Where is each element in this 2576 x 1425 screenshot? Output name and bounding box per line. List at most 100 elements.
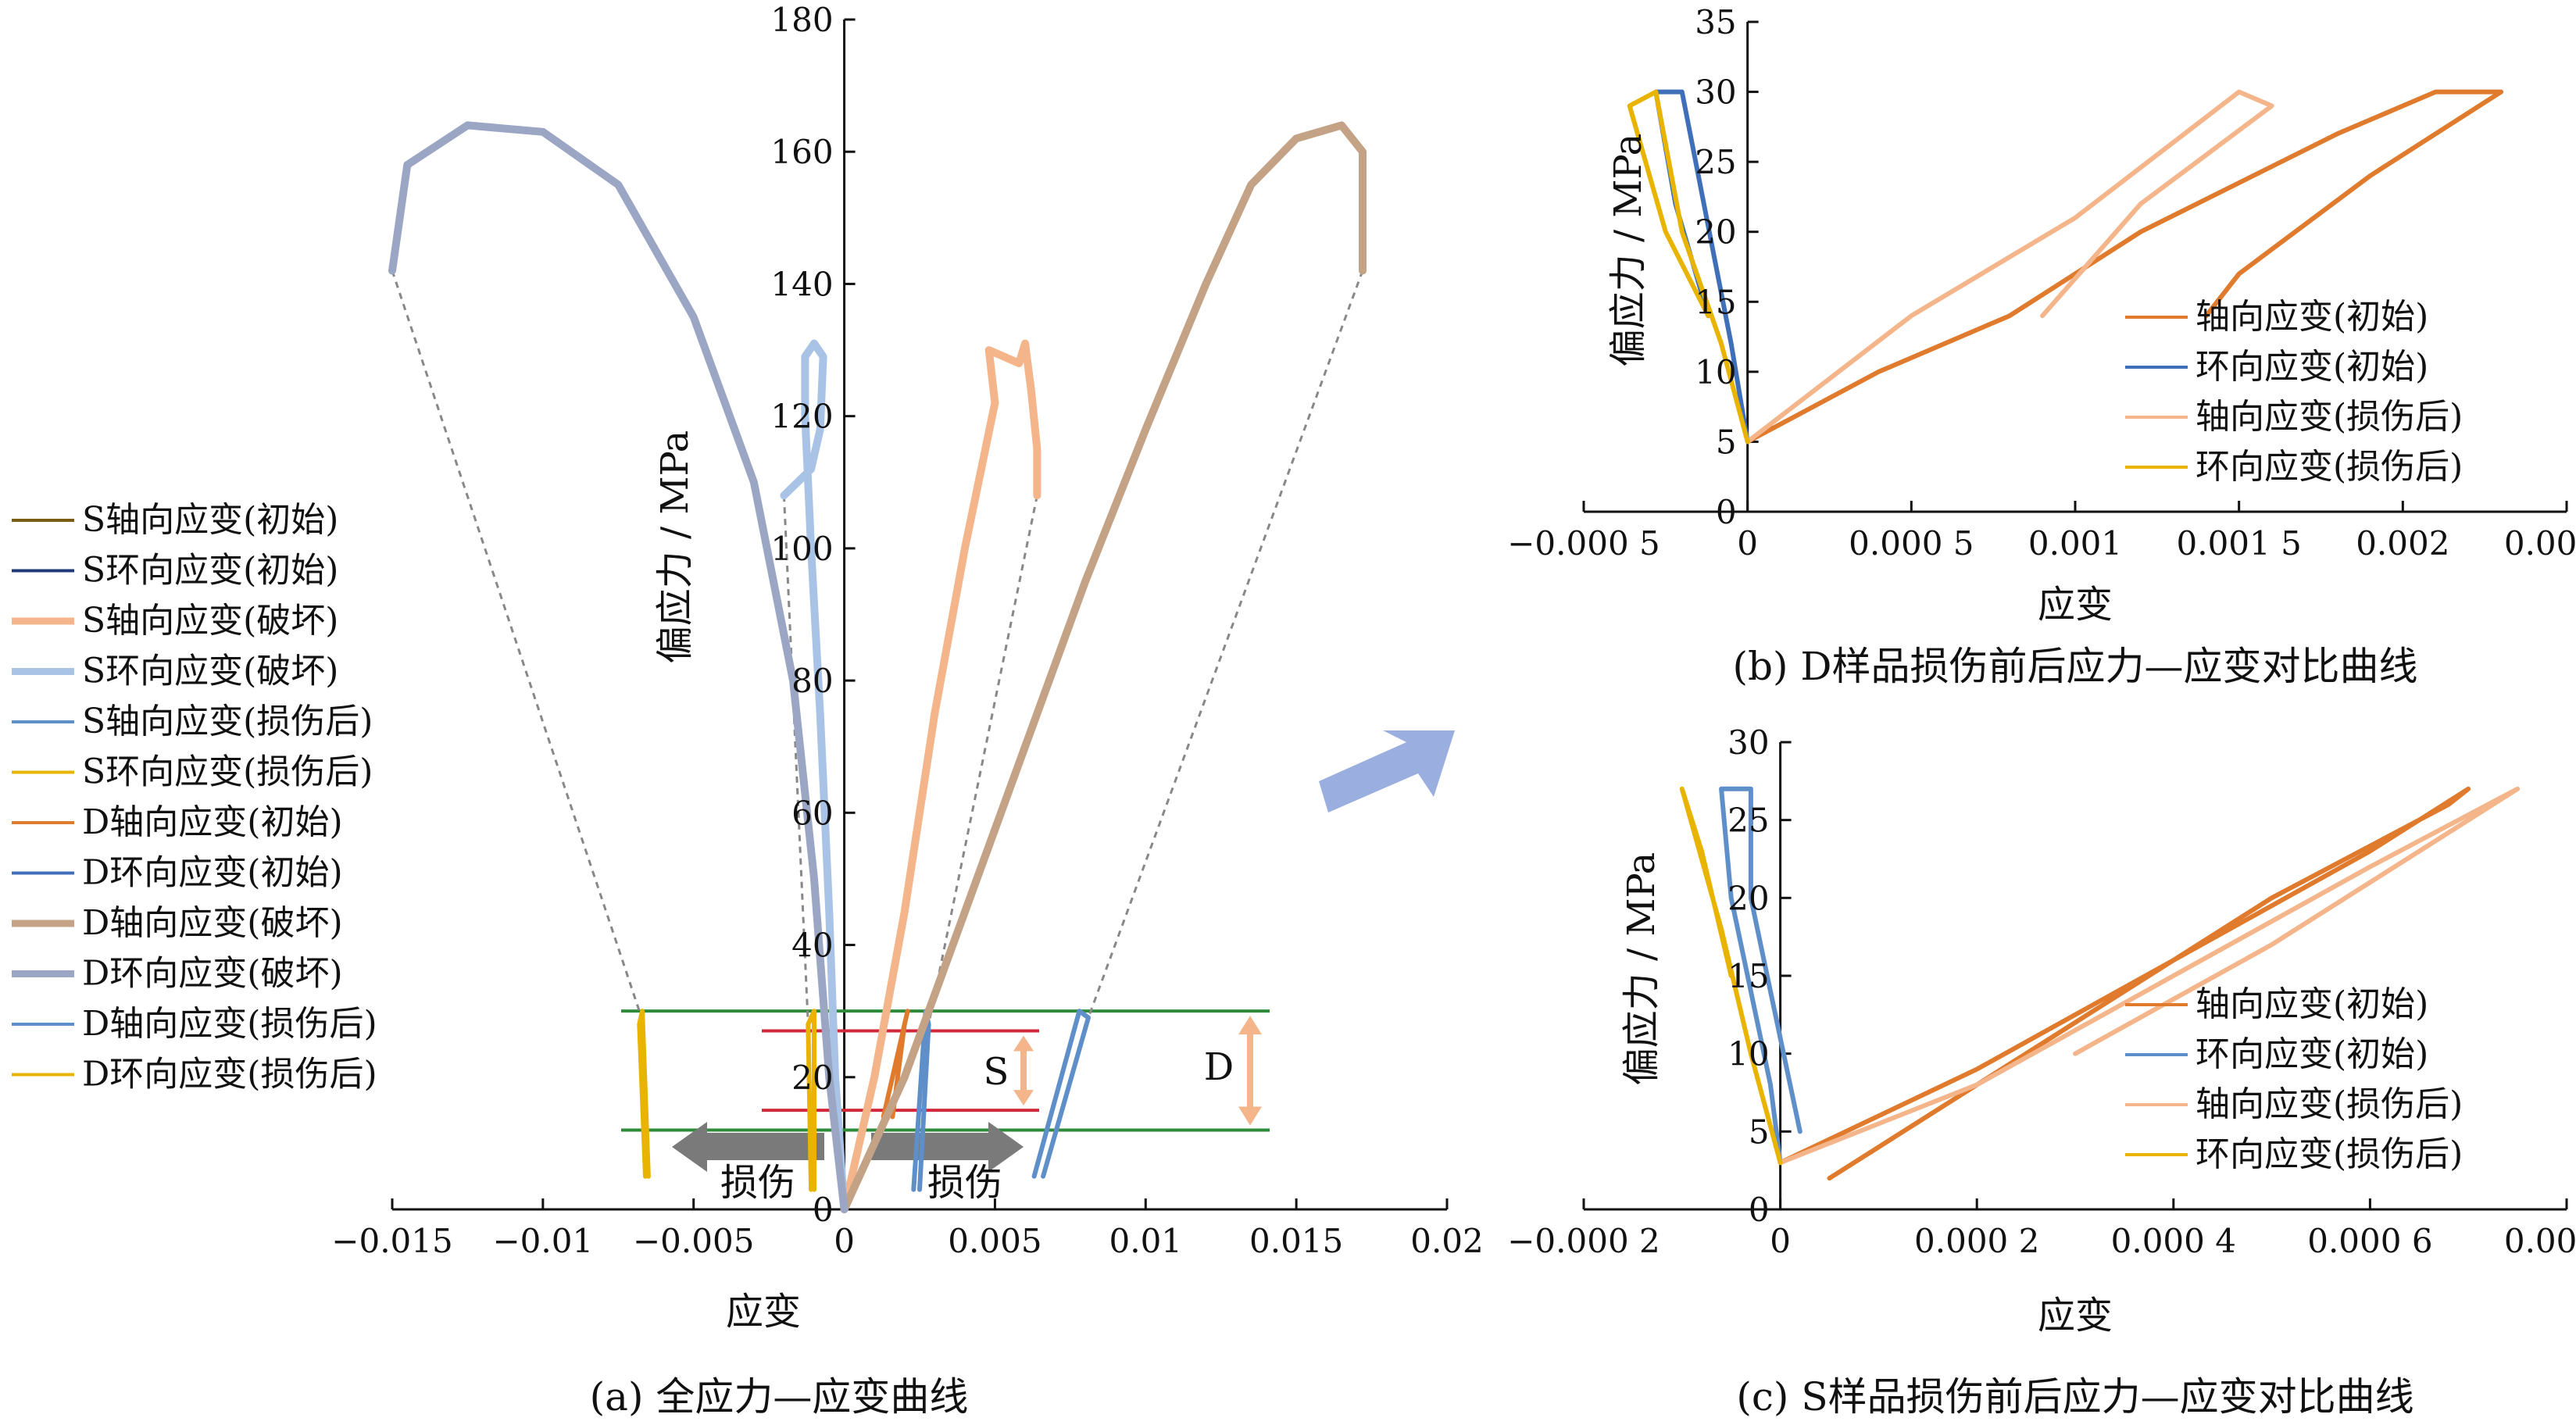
y-tick-label: 5 — [1716, 423, 1737, 461]
series-line — [1627, 89, 1750, 445]
x-axis-label: 应变 — [726, 1290, 801, 1334]
series-line — [637, 1009, 651, 1179]
series-line — [1745, 89, 2504, 445]
legend-label: 轴向应变(损伤后) — [2195, 1084, 2463, 1124]
y-tick-label: 40 — [791, 927, 833, 965]
x-tick-label: −0.005 — [633, 1222, 754, 1260]
y-tick-label: 25 — [1727, 802, 1769, 840]
legend-label: 环向应变(初始) — [2195, 347, 2428, 387]
series-line — [1719, 786, 1802, 1166]
y-tick-label: 30 — [1727, 723, 1769, 762]
series-line — [1031, 1009, 1091, 1179]
band-D-label: D — [1204, 1045, 1234, 1089]
legend-label: D轴向应变(损伤后) — [82, 1004, 377, 1044]
y-tick-label: 10 — [1727, 1035, 1769, 1073]
x-tick-label: 0.000 5 — [1849, 524, 1974, 562]
band-S-label: S — [984, 1050, 1009, 1094]
y-tick-label: 20 — [1727, 879, 1769, 917]
legend-label: 环向应变(初始) — [2195, 1034, 2428, 1074]
y-tick-label: 35 — [1695, 3, 1736, 41]
y-axis-label: 偏应力 / MPa — [1606, 134, 1650, 367]
x-tick-label: −0.000 2 — [1507, 1222, 1660, 1260]
series-line — [881, 1009, 910, 1120]
y-axis-label: 偏应力 / MPa — [653, 430, 697, 664]
series-line — [1679, 786, 1783, 1166]
series-line — [1745, 89, 2274, 445]
chart-panel-0 — [12, 18, 1449, 1213]
guide-dashed-line — [391, 270, 641, 1012]
legend-label: 环向应变(损伤后) — [2195, 447, 2463, 487]
legend-label: D环向应变(破坏) — [82, 954, 343, 994]
x-tick-label: 0.000 4 — [2111, 1222, 2236, 1260]
legend-label: D环向应变(损伤后) — [82, 1055, 377, 1095]
damage-left-label: 损伤 — [720, 1161, 795, 1205]
y-tick-label: 20 — [791, 1059, 833, 1097]
x-axis-label: 应变 — [2038, 1294, 2113, 1338]
x-tick-label: 0.01 — [1109, 1222, 1183, 1260]
x-tick-label: 0.02 — [1410, 1222, 1484, 1260]
y-tick-label: 160 — [770, 133, 833, 171]
x-tick-label: 0.005 — [948, 1222, 1041, 1260]
series-line — [780, 339, 849, 1213]
chart-caption: (a) 全应力—应变曲线 — [590, 1374, 969, 1420]
y-tick-label: 0 — [1749, 1191, 1770, 1229]
x-tick-label: 0.000 2 — [1914, 1222, 2039, 1260]
panel-link-arrow — [1319, 730, 1455, 812]
x-tick-label: 0 — [834, 1222, 855, 1260]
guide-dashed-line — [1087, 270, 1364, 1019]
legend-label: S轴向应变(破坏) — [82, 601, 338, 641]
y-tick-label: 15 — [1727, 957, 1769, 995]
damage-left-arrow — [672, 1122, 824, 1172]
y-tick-label: 60 — [791, 794, 833, 832]
legend-label: 轴向应变(初始) — [2195, 297, 2428, 337]
legend-label: D环向应变(初始) — [82, 853, 343, 893]
chart-caption: (c) S样品损伤前后应力—应变对比曲线 — [1736, 1374, 2413, 1420]
y-tick-label: 30 — [1695, 73, 1736, 112]
legend-label: D轴向应变(破坏) — [82, 903, 343, 943]
x-tick-label: 0.000 8 — [2504, 1222, 2576, 1260]
legend-label: S环向应变(初始) — [82, 551, 338, 591]
legend-label: S环向应变(损伤后) — [82, 752, 373, 792]
x-tick-label: −0.01 — [492, 1222, 593, 1260]
chart-panel-1 — [1582, 20, 2568, 513]
x-tick-label: 0 — [1770, 1222, 1791, 1260]
y-tick-label: 180 — [770, 1, 833, 39]
y-tick-label: 20 — [1695, 213, 1736, 252]
x-tick-label: 0.001 5 — [2177, 524, 2302, 562]
x-tick-label: −0.000 5 — [1507, 524, 1660, 562]
x-tick-label: 0 — [1737, 524, 1758, 562]
y-tick-label: 0 — [1716, 493, 1737, 531]
chart-caption: (b) D样品损伤前后应力—应变对比曲线 — [1732, 644, 2417, 689]
legend-label: D轴向应变(初始) — [82, 802, 343, 842]
x-tick-label: 0.001 — [2028, 524, 2122, 562]
series-line — [840, 339, 1041, 1213]
y-tick-label: 100 — [770, 530, 833, 568]
damage-right-arrow — [871, 1122, 1024, 1172]
series-line — [806, 1009, 816, 1192]
series-line — [388, 121, 849, 1213]
legend-label: S环向应变(破坏) — [82, 652, 338, 691]
series-line — [1777, 786, 2521, 1166]
y-tick-label: 80 — [791, 662, 833, 700]
legend-label: S轴向应变(损伤后) — [82, 702, 373, 741]
legend-label: 轴向应变(损伤后) — [2195, 397, 2463, 437]
guide-dashed-line — [927, 495, 1038, 1025]
y-tick-label: 10 — [1695, 353, 1736, 391]
y-tick-label: 5 — [1749, 1112, 1770, 1151]
x-tick-label: 0.002 — [2356, 524, 2449, 562]
y-tick-label: 15 — [1695, 283, 1736, 321]
y-tick-label: 140 — [770, 265, 833, 303]
chart-panel-2 — [1582, 741, 2568, 1211]
x-axis-label: 应变 — [2038, 583, 2113, 627]
damage-right-label: 损伤 — [927, 1161, 1002, 1205]
y-tick-label: 25 — [1695, 143, 1736, 181]
x-tick-label: 0.002 5 — [2504, 524, 2576, 562]
x-tick-label: 0.000 6 — [2307, 1222, 2432, 1260]
x-tick-label: −0.015 — [331, 1222, 452, 1260]
legend-label: S轴向应变(初始) — [82, 500, 338, 540]
y-tick-label: 120 — [770, 398, 833, 436]
legend-label: 轴向应变(初始) — [2195, 984, 2428, 1024]
guide-dashed-line — [782, 495, 809, 1025]
legend-label: 环向应变(损伤后) — [2195, 1134, 2463, 1174]
